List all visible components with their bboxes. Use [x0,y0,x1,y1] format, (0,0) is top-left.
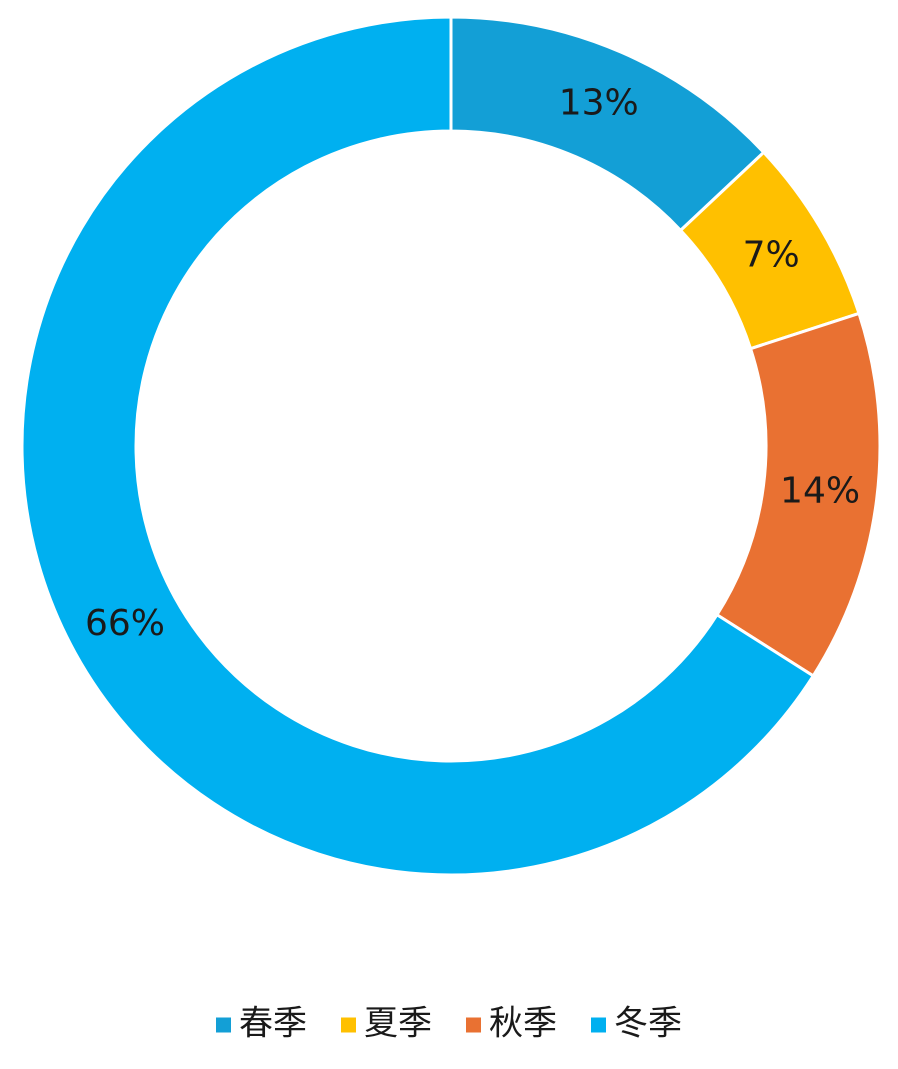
legend-label: 秋季 [489,1004,557,1044]
value-label: 66% [85,603,165,644]
legend-swatch [466,1017,481,1033]
legend-swatch [216,1017,231,1033]
legend-swatch [341,1017,356,1033]
value-label: 7% [743,235,800,276]
legend-label: 夏季 [364,1004,432,1044]
legend-swatch [591,1017,606,1033]
legend-label: 冬季 [614,1004,682,1044]
value-label: 14% [780,471,860,512]
donut-segment [20,15,816,877]
value-label: 13% [559,83,639,124]
legend-label: 春季 [239,1004,307,1044]
